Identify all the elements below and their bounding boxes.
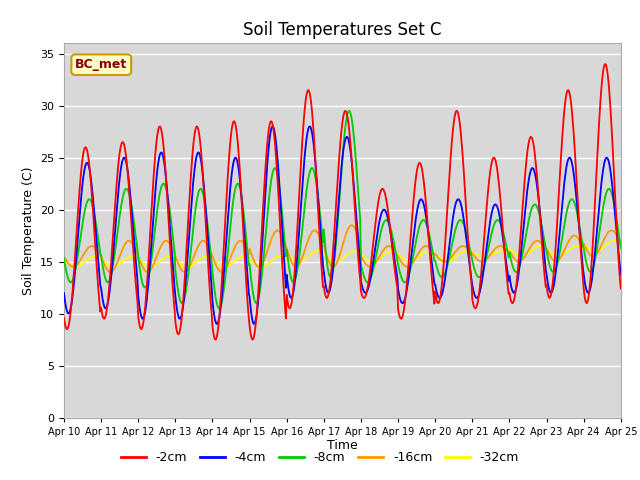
X-axis label: Time: Time [327, 439, 358, 453]
Text: BC_met: BC_met [75, 58, 127, 71]
Legend: -2cm, -4cm, -8cm, -16cm, -32cm: -2cm, -4cm, -8cm, -16cm, -32cm [116, 446, 524, 469]
Y-axis label: Soil Temperature (C): Soil Temperature (C) [22, 166, 35, 295]
Title: Soil Temperatures Set C: Soil Temperatures Set C [243, 21, 442, 39]
